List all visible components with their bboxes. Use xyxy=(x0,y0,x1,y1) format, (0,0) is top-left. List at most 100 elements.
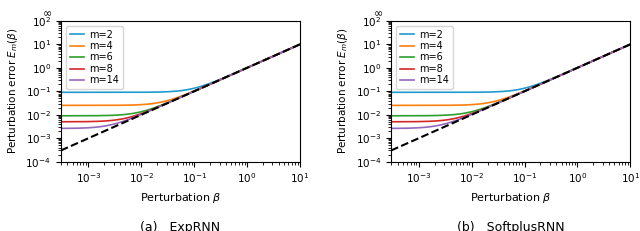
m=4 xyxy=(622,45,630,48)
m=4 xyxy=(57,104,65,107)
m=6 xyxy=(627,43,634,46)
m=8 xyxy=(84,120,92,123)
m=2 xyxy=(479,91,486,94)
X-axis label: Perturbation $\beta$: Perturbation $\beta$ xyxy=(140,191,221,205)
m=2 xyxy=(296,43,304,46)
m=6 xyxy=(296,43,304,46)
m=6 xyxy=(415,114,422,117)
m=2 xyxy=(387,91,395,94)
m=6 xyxy=(99,114,106,117)
m=4 xyxy=(84,104,92,107)
m=14 xyxy=(84,126,92,129)
X-axis label: Perturbation $\beta$: Perturbation $\beta$ xyxy=(470,191,552,205)
m=8 xyxy=(627,43,634,46)
m=8 xyxy=(490,103,497,106)
m=4 xyxy=(296,43,304,46)
m=8 xyxy=(415,120,422,123)
m=14 xyxy=(622,45,630,48)
m=4 xyxy=(292,45,300,48)
m=14 xyxy=(429,125,436,128)
m=8 xyxy=(596,56,604,59)
m=4 xyxy=(415,104,422,107)
m=8 xyxy=(99,120,106,123)
m=2 xyxy=(415,91,422,94)
m=14 xyxy=(99,125,106,128)
m=8 xyxy=(148,108,156,111)
m=14 xyxy=(415,126,422,129)
Legend: m=2, m=4, m=6, m=8, m=14: m=2, m=4, m=6, m=8, m=14 xyxy=(66,26,123,89)
Y-axis label: Perturbation error $E_m(\beta)$: Perturbation error $E_m(\beta)$ xyxy=(336,28,350,155)
m=6 xyxy=(84,114,92,117)
m=4 xyxy=(490,100,497,103)
m=4 xyxy=(99,104,106,107)
m=8 xyxy=(57,120,65,123)
Line: m=6: m=6 xyxy=(391,44,630,116)
m=4 xyxy=(627,43,634,46)
m=6 xyxy=(387,114,395,117)
Line: m=4: m=4 xyxy=(61,44,300,105)
m=8 xyxy=(479,108,486,111)
m=14 xyxy=(596,56,604,59)
m=14 xyxy=(296,43,304,46)
m=2 xyxy=(490,91,497,93)
m=2 xyxy=(57,91,65,94)
m=4 xyxy=(387,104,395,107)
m=6 xyxy=(490,103,497,106)
Line: m=8: m=8 xyxy=(61,44,300,122)
Y-axis label: Perturbation error $E_m(\beta)$: Perturbation error $E_m(\beta)$ xyxy=(6,28,20,155)
m=4 xyxy=(159,100,167,103)
m=6 xyxy=(596,56,604,59)
m=8 xyxy=(296,43,304,46)
m=6 xyxy=(479,107,486,110)
m=4 xyxy=(596,56,604,59)
Text: $\infty$: $\infty$ xyxy=(372,8,383,18)
Legend: m=2, m=4, m=6, m=8, m=14: m=2, m=4, m=6, m=8, m=14 xyxy=(396,26,453,89)
m=8 xyxy=(292,45,300,48)
m=8 xyxy=(266,56,273,59)
m=6 xyxy=(622,45,630,48)
m=4 xyxy=(429,104,436,107)
m=6 xyxy=(148,107,156,110)
Line: m=4: m=4 xyxy=(391,44,630,105)
m=8 xyxy=(387,120,395,123)
m=14 xyxy=(266,56,273,59)
Title: (b)   SoftplusRNN: (b) SoftplusRNN xyxy=(457,221,564,231)
Line: m=8: m=8 xyxy=(391,44,630,122)
m=6 xyxy=(266,56,273,59)
m=2 xyxy=(622,45,630,48)
m=2 xyxy=(292,45,300,48)
m=14 xyxy=(292,45,300,48)
m=14 xyxy=(479,108,486,111)
m=4 xyxy=(148,102,156,105)
m=2 xyxy=(596,56,604,59)
m=2 xyxy=(84,91,92,94)
m=4 xyxy=(479,102,486,105)
m=8 xyxy=(622,45,630,48)
m=6 xyxy=(292,45,300,48)
Line: m=14: m=14 xyxy=(61,44,300,128)
m=6 xyxy=(159,103,167,106)
m=14 xyxy=(387,127,395,130)
m=2 xyxy=(429,91,436,94)
m=14 xyxy=(627,43,634,46)
m=4 xyxy=(266,56,273,59)
m=8 xyxy=(159,103,167,106)
m=2 xyxy=(266,56,273,59)
Line: m=6: m=6 xyxy=(61,44,300,116)
Title: (a)   ExpRNN: (a) ExpRNN xyxy=(140,221,221,231)
Line: m=14: m=14 xyxy=(391,44,630,128)
m=2 xyxy=(148,91,156,94)
m=2 xyxy=(99,91,106,94)
Line: m=2: m=2 xyxy=(61,44,300,92)
Line: m=2: m=2 xyxy=(391,44,630,92)
m=6 xyxy=(57,114,65,117)
m=6 xyxy=(429,114,436,117)
m=2 xyxy=(627,43,634,46)
m=14 xyxy=(159,104,167,106)
Text: $\infty$: $\infty$ xyxy=(42,8,52,18)
m=2 xyxy=(159,91,167,93)
m=8 xyxy=(429,120,436,123)
m=14 xyxy=(148,108,156,111)
m=14 xyxy=(490,104,497,106)
m=14 xyxy=(57,127,65,130)
